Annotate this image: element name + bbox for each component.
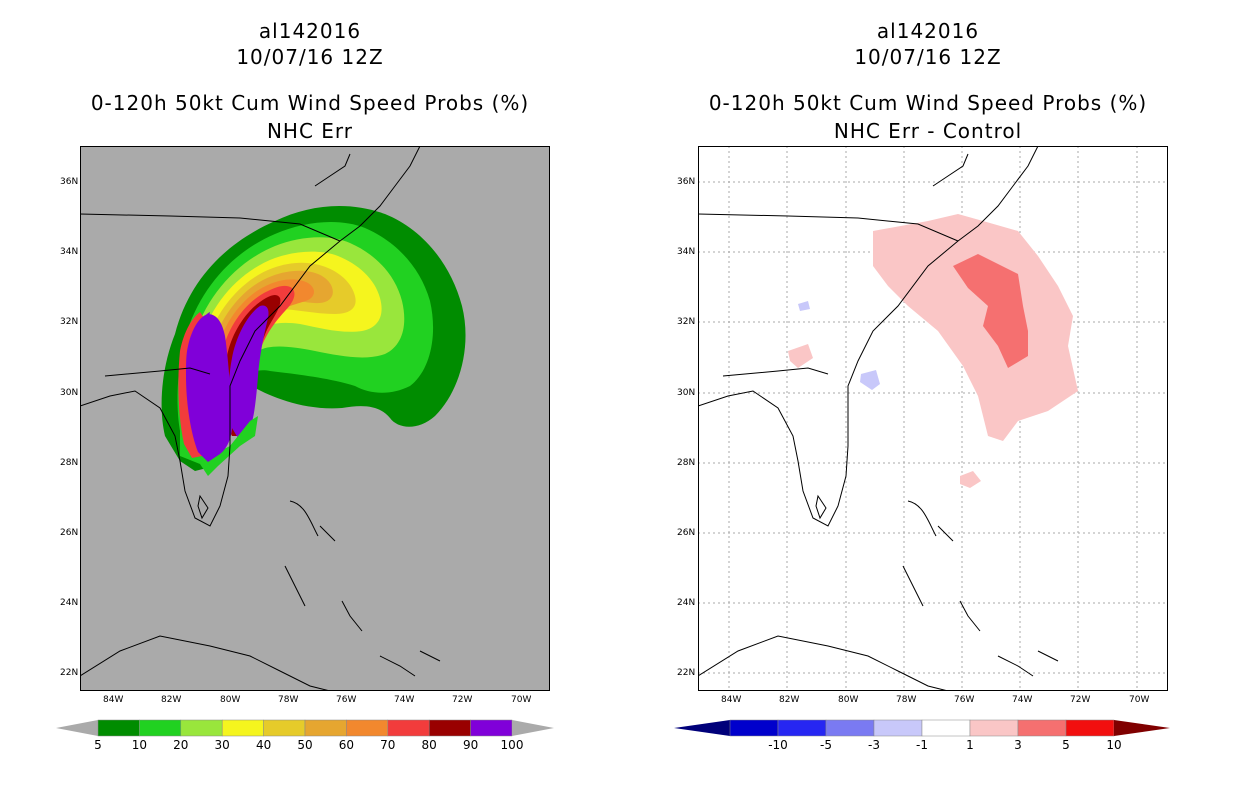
colorbar-label: 5 (94, 738, 102, 752)
lon-label: 76W (954, 695, 975, 705)
left-colorbar-low-arrow (56, 720, 98, 736)
lat-label: 22N (60, 668, 79, 678)
colorbar-cell (180, 719, 223, 737)
left-colorbar-high-arrow (512, 720, 554, 736)
colorbar-cell (921, 719, 971, 737)
lon-label: 70W (511, 695, 532, 705)
colorbar-cell (873, 719, 923, 737)
left-coastlines (80, 146, 441, 691)
right-title-product: 0-120h 50kt Cum Wind Speed Probs (%) (708, 91, 1148, 115)
lat-label: 36N (677, 177, 696, 187)
lon-label: 74W (394, 695, 415, 705)
right-difference-map (698, 146, 1168, 691)
colorbar-cell (729, 719, 779, 737)
colorbar-cell (221, 719, 264, 737)
colorbar-cell (97, 719, 140, 737)
lat-label: 34N (677, 247, 696, 257)
right-title-storm: al142016 (876, 19, 980, 43)
lon-label: 84W (721, 695, 742, 705)
right-colorbar-low-arrow (674, 720, 730, 736)
colorbar-cell (428, 719, 471, 737)
colorbar-label: 70 (380, 738, 396, 752)
colorbar-cell (139, 719, 182, 737)
lat-label: 36N (60, 177, 79, 187)
right-title-model: NHC Err - Control (833, 119, 1023, 143)
right-title-date: 10/07/16 12Z (854, 45, 1002, 69)
colorbar-label: 40 (255, 738, 272, 752)
lon-label: 80W (838, 695, 859, 705)
lon-label: 76W (336, 695, 357, 705)
colorbar-label: 10 (131, 738, 148, 752)
colorbar-label: 10 (1106, 738, 1122, 752)
colorbar-label: 30 (214, 738, 230, 752)
lon-label: 78W (278, 695, 299, 705)
colorbar-label: 1 (966, 738, 974, 752)
left-core-swath (178, 312, 258, 476)
colorbar-label: 5 (1062, 738, 1070, 752)
lat-label: 22N (677, 668, 696, 678)
lat-label: 28N (677, 458, 696, 468)
colorbar-label: 80 (421, 738, 437, 752)
colorbar-label: 100 (500, 738, 524, 752)
colorbar-cell (263, 719, 306, 737)
diff-3-5 (953, 254, 1028, 368)
left-title-model: NHC Err (266, 119, 354, 143)
left-probability-contours (161, 205, 466, 471)
lat-label: 30N (60, 388, 79, 398)
colorbar-cell (304, 719, 347, 737)
lat-label: 26N (677, 528, 696, 538)
colorbar-label: -1 (916, 738, 928, 752)
lat-label: 32N (677, 317, 696, 327)
lat-label: 28N (60, 458, 79, 468)
left-title-product: 0-120h 50kt Cum Wind Speed Probs (%) (90, 91, 530, 115)
colorbar-cell (470, 719, 513, 737)
colorbar-cell (825, 719, 875, 737)
right-colorbar-high-arrow (1114, 720, 1170, 736)
lon-label: 84W (103, 695, 124, 705)
diff-small-pos-2 (960, 471, 981, 488)
lon-label: 78W (896, 695, 917, 705)
prob-90 (228, 305, 269, 438)
diff-small-pos-1 (788, 344, 813, 368)
lon-label: 80W (220, 695, 241, 705)
colorbar-label: -3 (868, 738, 880, 752)
left-colorbar (56, 719, 554, 737)
lon-label: 70W (1129, 695, 1150, 705)
lat-label: 24N (60, 598, 79, 608)
colorbar-cell (777, 719, 827, 737)
colorbar-label: 3 (1014, 738, 1022, 752)
right-colorbar (674, 719, 1170, 737)
lat-label: 26N (60, 528, 79, 538)
lat-label: 32N (60, 317, 79, 327)
colorbar-label: 20 (173, 738, 189, 752)
colorbar-label: -10 (768, 738, 788, 752)
lon-label: 82W (779, 695, 800, 705)
lat-label: 34N (60, 247, 79, 257)
diff-small-neg-1 (860, 370, 880, 390)
colorbar-cell (1065, 719, 1115, 737)
left-title-storm: al142016 (258, 19, 362, 43)
colorbar-label: -5 (820, 738, 832, 752)
colorbar-label: 90 (462, 738, 479, 752)
lon-label: 74W (1012, 695, 1033, 705)
colorbar-cell (346, 719, 389, 737)
diff-small-neg-2 (798, 301, 810, 311)
lon-label: 72W (1070, 695, 1091, 705)
colorbar-label: 60 (338, 738, 355, 752)
left-title-date: 10/07/16 12Z (236, 45, 384, 69)
left-probability-map (80, 146, 550, 691)
lon-label: 72W (452, 695, 473, 705)
colorbar-label: 50 (297, 738, 313, 752)
right-coastlines (698, 146, 1059, 691)
colorbar-cell (969, 719, 1019, 737)
lat-label: 30N (677, 388, 696, 398)
colorbar-cell (387, 719, 430, 737)
lat-label: 24N (677, 598, 696, 608)
lon-label: 82W (161, 695, 182, 705)
colorbar-cell (1017, 719, 1067, 737)
